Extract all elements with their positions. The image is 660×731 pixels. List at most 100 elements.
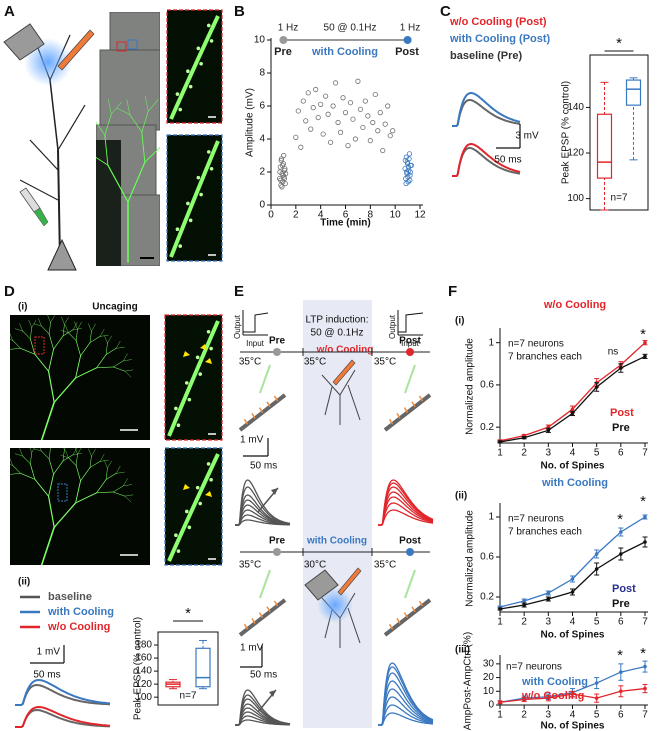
point	[320, 131, 326, 137]
timepoint	[406, 348, 414, 356]
spine	[176, 549, 181, 553]
dendrite	[48, 348, 54, 372]
arrowhead	[183, 484, 190, 490]
point	[546, 696, 551, 700]
dendrite	[53, 377, 77, 403]
dendrite	[141, 110, 149, 133]
io-curve	[398, 312, 424, 333]
dendrite	[12, 340, 21, 349]
dendrite	[105, 348, 117, 355]
io-output: Output	[233, 314, 242, 339]
dendrite	[48, 473, 54, 497]
x-tick-label: 6	[618, 617, 624, 628]
legend-label: Post	[612, 583, 636, 595]
arrowhead	[183, 351, 190, 357]
roi	[127, 39, 138, 50]
cooling-glow	[317, 587, 353, 623]
dendrite	[34, 353, 50, 372]
roi	[57, 483, 68, 502]
point	[282, 180, 288, 187]
x-tick-label: 2	[521, 617, 527, 628]
dendrite	[62, 324, 65, 337]
dendrite	[48, 333, 54, 350]
dendrite	[80, 111, 93, 118]
point	[643, 340, 647, 345]
image-bg	[10, 315, 150, 440]
sub-label: (i)	[18, 302, 27, 313]
y-tick-label: 140	[135, 666, 152, 677]
chart-title: with Cooling	[541, 477, 608, 489]
spine	[184, 381, 189, 385]
annotation: *	[617, 647, 623, 664]
y-tick-label: 0.6	[480, 380, 494, 391]
neuron	[29, 139, 59, 171]
point	[522, 435, 526, 440]
y-axis-label: Amplitude (mV)	[245, 88, 256, 157]
annotation: n=7	[611, 193, 628, 204]
dendrite	[30, 338, 36, 355]
point	[281, 176, 288, 182]
spine	[209, 477, 213, 482]
dendrite	[104, 134, 109, 166]
panel-label: F	[448, 283, 457, 300]
spine	[258, 407, 264, 413]
dendrite	[4, 474, 10, 478]
dendrite	[74, 448, 78, 455]
spine	[209, 166, 214, 171]
point	[594, 681, 599, 685]
trace	[235, 689, 291, 726]
point	[315, 114, 321, 121]
spine	[178, 107, 183, 112]
dendrite	[39, 448, 42, 452]
point	[370, 119, 376, 126]
point	[403, 154, 409, 160]
temp-label: 35°C	[304, 357, 326, 368]
y-tick-label: 0.2	[480, 592, 494, 603]
dendrite	[104, 335, 108, 344]
dendrite	[2, 347, 9, 349]
dendrite	[28, 319, 32, 328]
spine	[418, 600, 424, 607]
neuron	[347, 384, 361, 421]
point	[357, 106, 363, 112]
dendrite	[31, 448, 35, 453]
point	[407, 169, 413, 175]
dendrite	[50, 315, 55, 323]
y-tick-label: 140	[567, 102, 584, 113]
dendrite	[96, 121, 106, 136]
dendrite	[144, 146, 160, 163]
trace	[15, 708, 111, 728]
dendrite	[124, 495, 132, 503]
spine	[195, 355, 200, 360]
y-axis-label: Normalized amplitude	[465, 510, 476, 607]
plot-frame	[589, 54, 649, 211]
spine	[175, 227, 180, 232]
y-axis-label: Peak EPSP (% control)	[133, 617, 144, 720]
point	[310, 105, 316, 111]
temp-label: 30°C	[304, 560, 326, 571]
point	[377, 110, 383, 116]
dendrite	[126, 99, 131, 115]
dendrite	[22, 455, 31, 465]
trace	[378, 672, 434, 726]
x-tick-label: 5	[594, 617, 600, 628]
dendrite	[47, 370, 55, 403]
dendrite	[99, 459, 109, 462]
spine	[273, 600, 279, 607]
dendrite	[72, 322, 78, 330]
point	[594, 696, 599, 700]
spine	[198, 372, 203, 376]
dendrite	[68, 457, 77, 466]
dendrite	[60, 455, 69, 458]
arrowhead	[271, 488, 278, 495]
spine	[206, 462, 211, 466]
point	[281, 152, 287, 159]
spine	[198, 501, 203, 506]
arrowhead	[205, 358, 212, 364]
dendrite	[29, 448, 32, 453]
dendrite	[123, 478, 128, 487]
dendrite	[99, 334, 109, 337]
dendrite	[49, 148, 62, 154]
dendrite	[38, 318, 42, 327]
fluorescence-image	[2, 315, 150, 440]
